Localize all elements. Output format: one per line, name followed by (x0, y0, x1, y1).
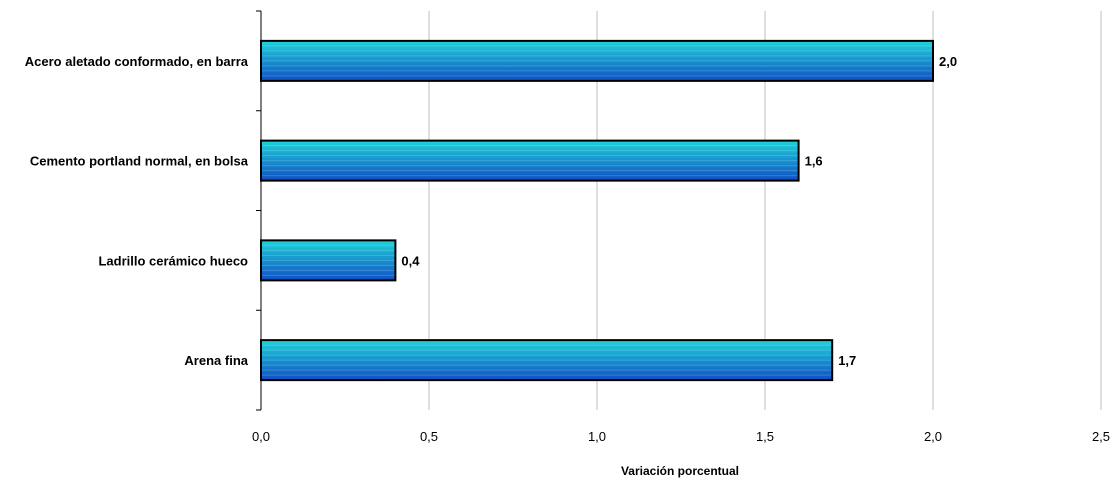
x-tick-label-4: 2,0 (924, 429, 942, 444)
bar-1 (260, 139, 800, 182)
category-label-2: Ladrillo cerámico hueco (98, 253, 248, 268)
x-tick-label-0: 0,0 (252, 429, 270, 444)
x-tick-label-1: 0,5 (420, 429, 438, 444)
x-axis-title: Variación porcentual (621, 464, 739, 478)
category-label-3: Arena fina (184, 353, 248, 368)
bar-fill-1 (261, 140, 799, 181)
axes (256, 10, 262, 411)
bars (260, 39, 934, 382)
data-label-0: 2,0 (939, 54, 957, 69)
data-label-1: 1,6 (805, 154, 823, 169)
category-label-0: Acero aletado conformado, en barra (25, 54, 249, 69)
bar-fill-2 (261, 240, 396, 281)
data-label-3: 1,7 (838, 353, 856, 368)
bar-2 (260, 239, 397, 282)
x-tick-label-3: 1,5 (756, 429, 774, 444)
bar-fill-3 (261, 340, 833, 381)
bar-3 (260, 339, 834, 382)
bar-0 (260, 39, 934, 82)
x-tick-label-5: 2,5 (1092, 429, 1110, 444)
data-label-2: 0,4 (401, 253, 420, 268)
labels: 0,0 0,5 1,0 1,5 2,0 2,5 Acero aletado conforma… (25, 54, 1110, 444)
category-label-1: Cemento portland normal, en bolsa (30, 154, 249, 169)
x-tick-label-2: 1,0 (588, 429, 606, 444)
bar-fill-0 (261, 40, 933, 81)
